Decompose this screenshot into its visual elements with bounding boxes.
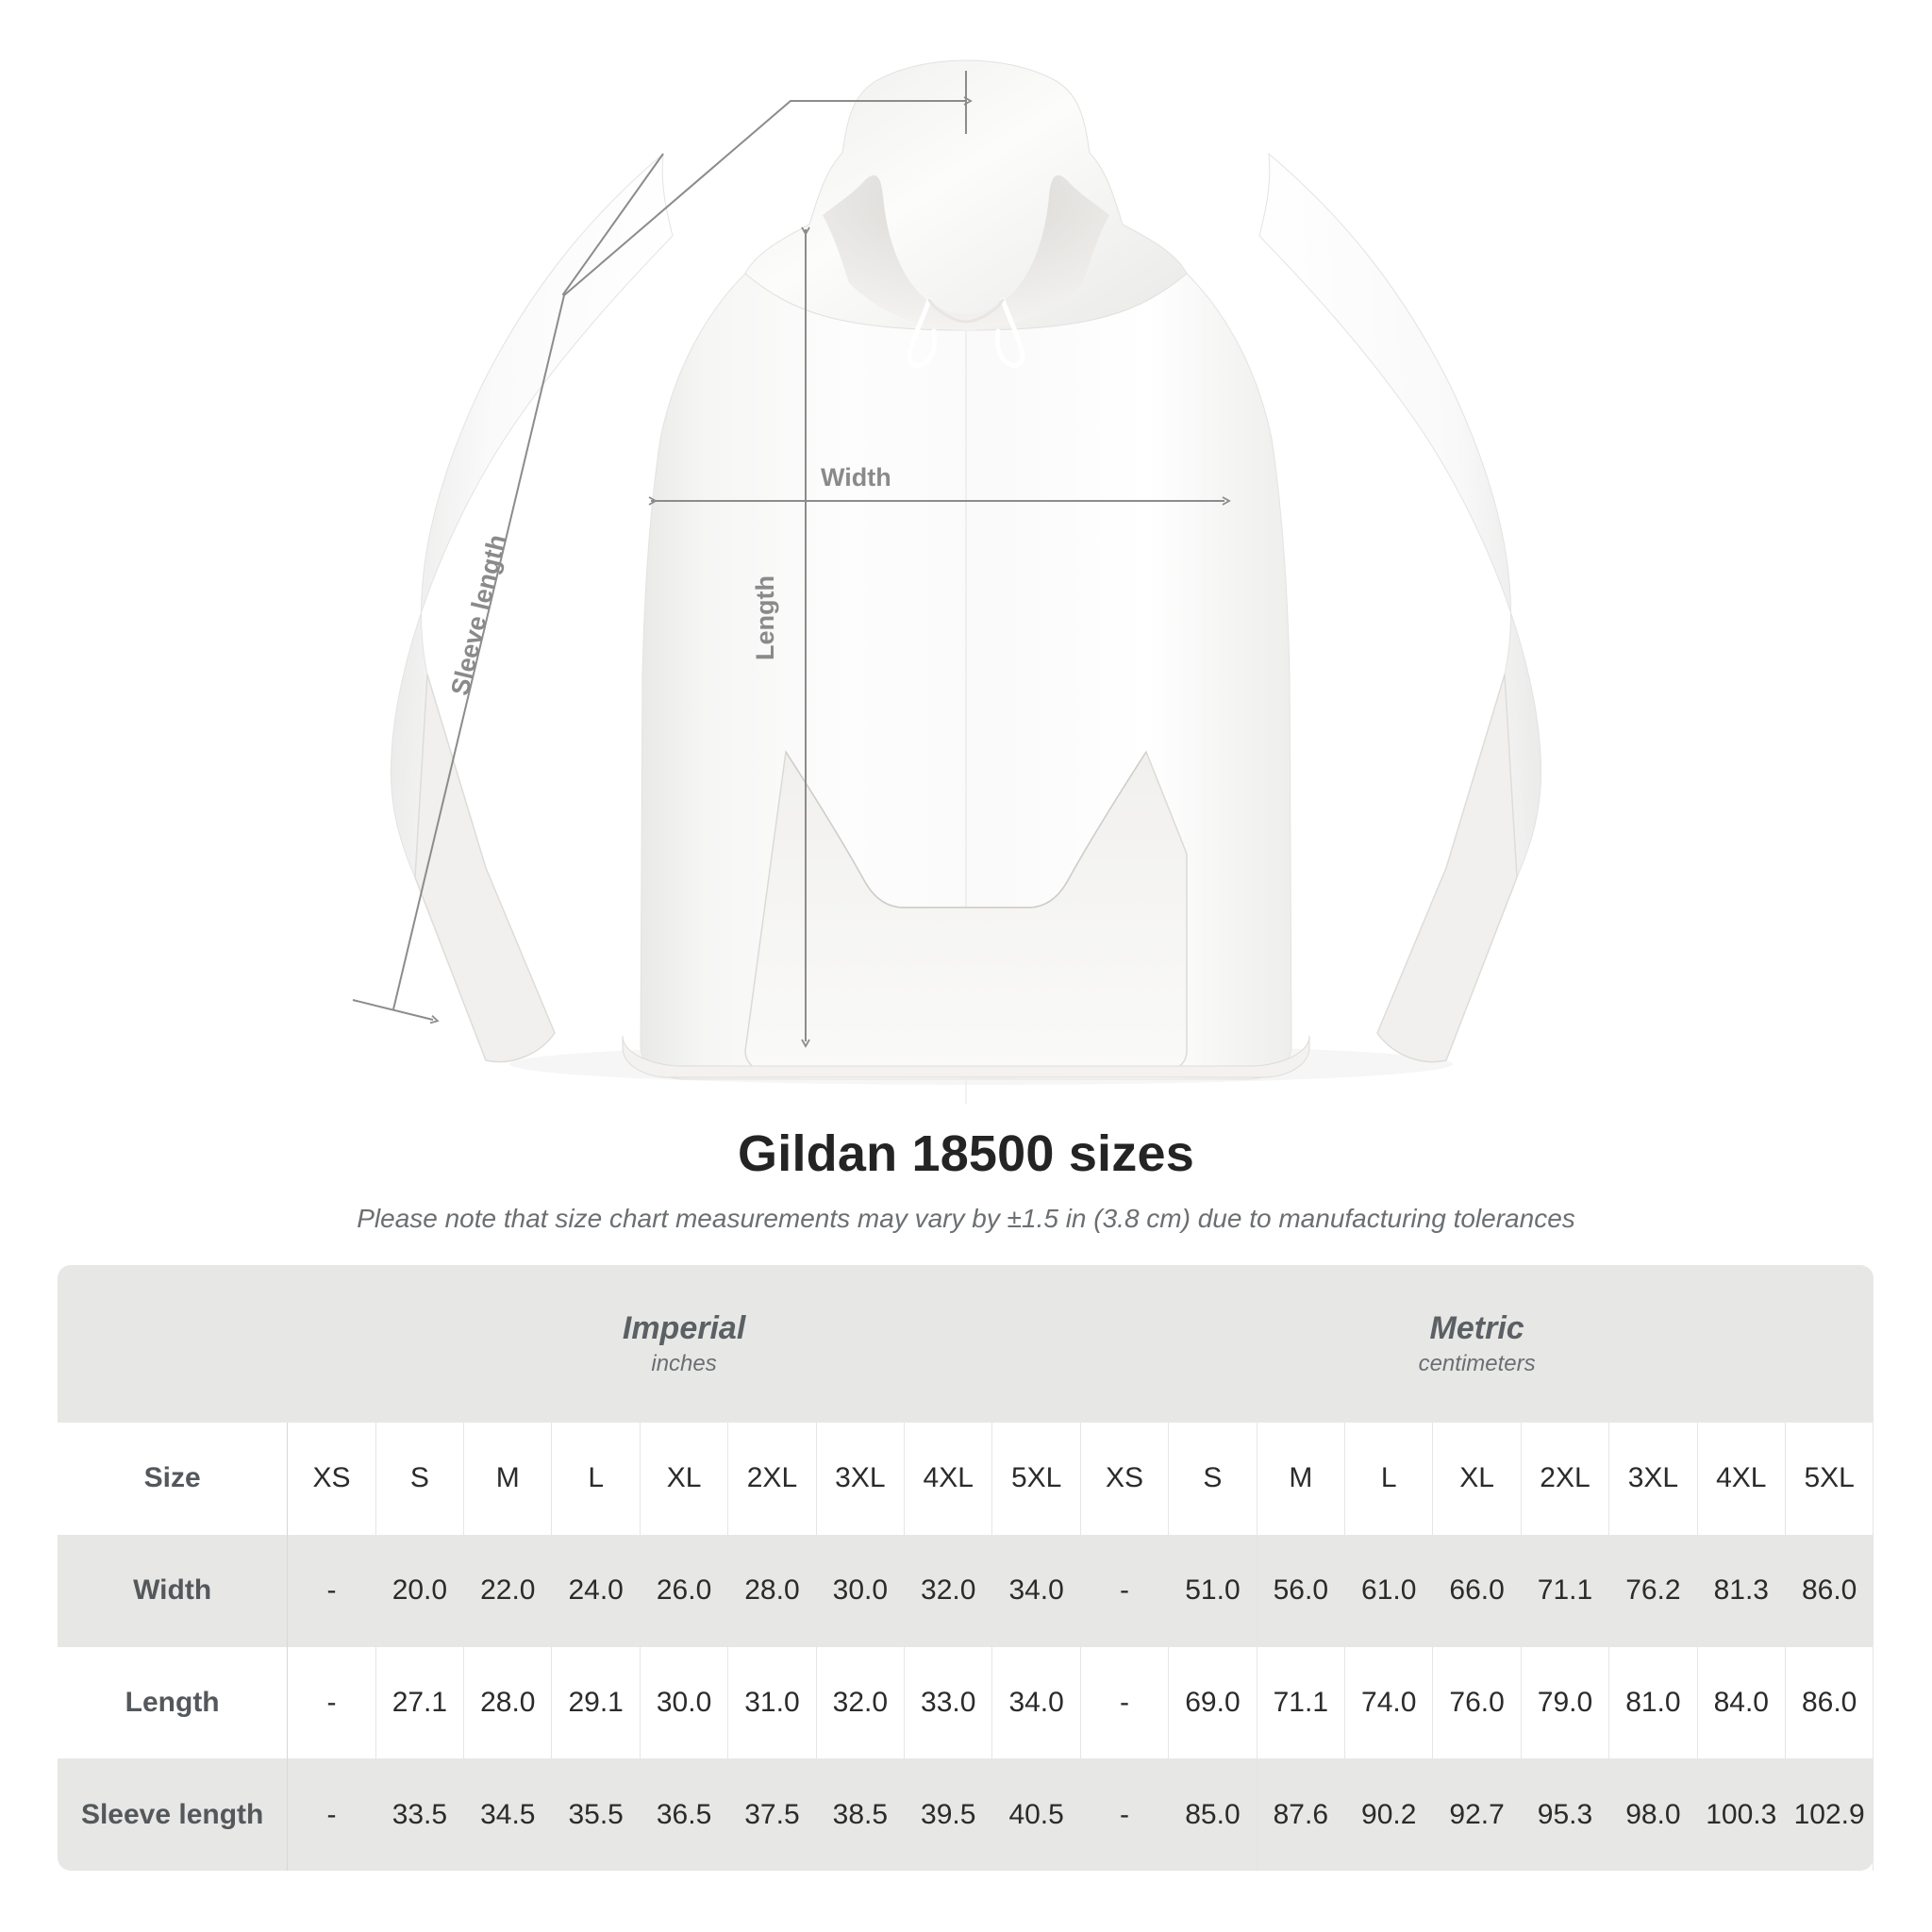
svg-text:Sleeve length: Sleeve length [445, 532, 511, 698]
svg-text:Width: Width [821, 463, 891, 491]
svg-text:Length: Length [751, 575, 779, 660]
